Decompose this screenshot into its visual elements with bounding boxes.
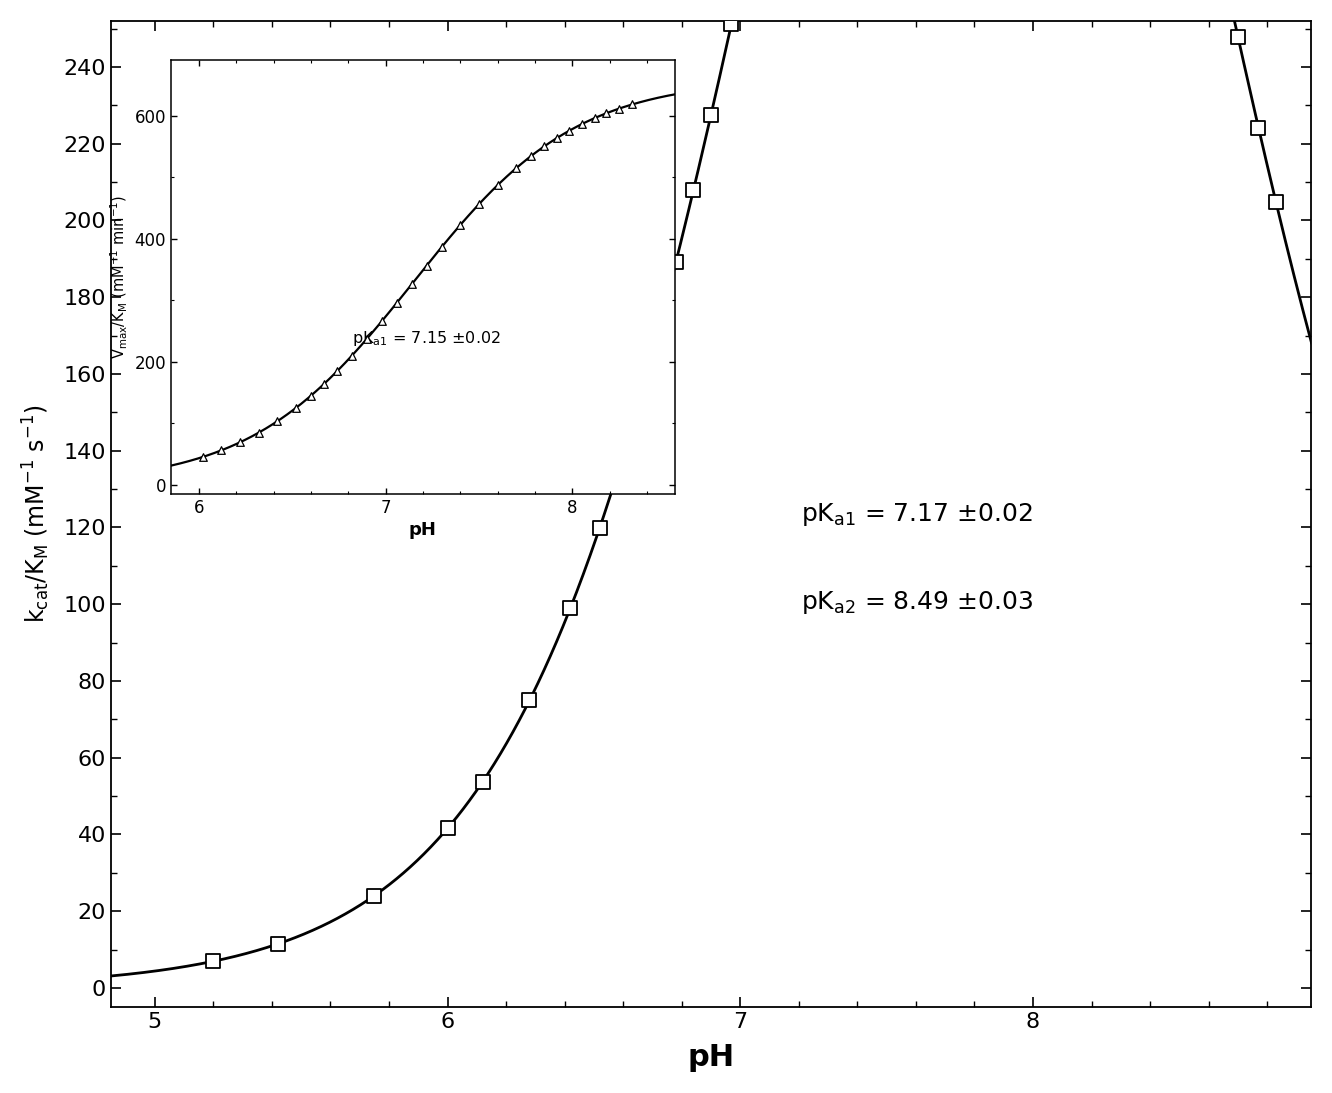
Point bbox=[665, 254, 686, 271]
Point bbox=[683, 181, 705, 199]
Text: pK$_{\mathregular{a1}}$ = 7.17 ±0.02: pK$_{\mathregular{a1}}$ = 7.17 ±0.02 bbox=[801, 501, 1032, 528]
Point bbox=[627, 397, 649, 414]
Point bbox=[721, 15, 742, 33]
Point bbox=[589, 519, 610, 537]
Point bbox=[266, 936, 288, 953]
Y-axis label: k$_{\mathregular{cat}}$/K$_{\mathregular{M}}$ (mM$^{-1}$ s$^{-1}$): k$_{\mathregular{cat}}$/K$_{\mathregular… bbox=[21, 404, 52, 623]
Point bbox=[472, 773, 493, 790]
Point bbox=[437, 820, 458, 837]
Point bbox=[1265, 193, 1287, 211]
Point bbox=[559, 599, 581, 616]
Point bbox=[647, 321, 669, 339]
Point bbox=[606, 465, 627, 482]
Point bbox=[701, 106, 722, 124]
Point bbox=[1248, 119, 1269, 137]
Point bbox=[364, 886, 385, 904]
Text: pK$_{\mathregular{a2}}$ = 8.49 ±0.03: pK$_{\mathregular{a2}}$ = 8.49 ±0.03 bbox=[801, 589, 1034, 616]
Point bbox=[202, 952, 224, 969]
Point bbox=[519, 692, 541, 709]
X-axis label: pH: pH bbox=[687, 1043, 734, 1072]
Point bbox=[1227, 28, 1248, 46]
